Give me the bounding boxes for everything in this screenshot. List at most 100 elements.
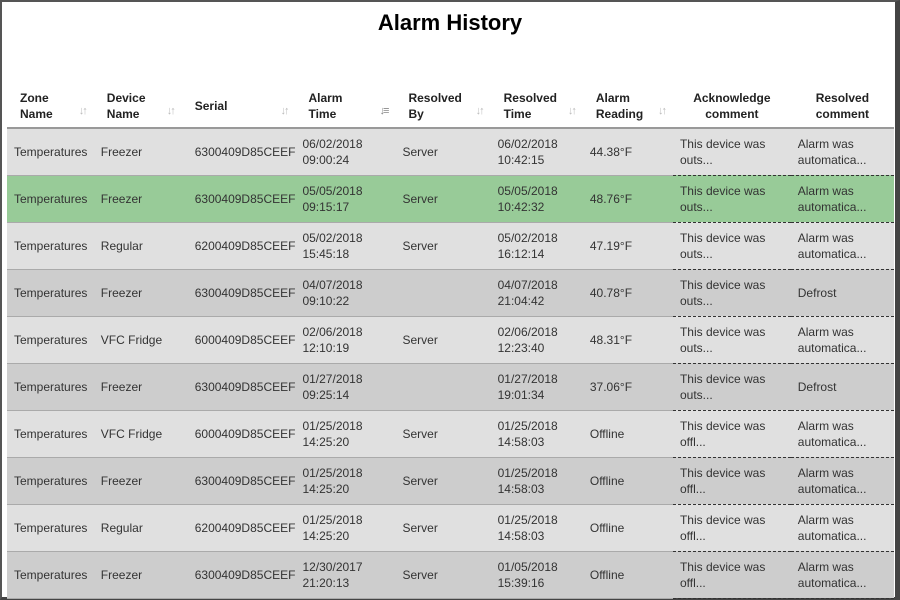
resolved-comment-cell[interactable]: Defrost — [790, 269, 894, 317]
table-row[interactable]: Temperatures Freezer 6300409D85CEEF 01/27/2… — [7, 363, 894, 411]
alarm-history-table: Zone Name ↓↑ Device Name ↓↑ Serial ↓↑ Alarm Time ↓… — [7, 84, 894, 599]
sort-icon[interactable]: ↓↑ — [166, 105, 176, 117]
table-row[interactable]: Temperatures Freezer 6300409D85CEEF 12/30/2… — [7, 551, 894, 599]
resolved-comment-cell[interactable]: Alarm was automatica... — [790, 175, 894, 223]
device-cell: Freezer — [93, 457, 182, 505]
serial-cell: 6200409D85CEEF — [181, 222, 296, 270]
column-header[interactable]: Zone Name ↓↑ — [7, 84, 94, 129]
resolved-time-cell: 01/25/2018 14:58:03 — [490, 457, 583, 505]
zone-cell: Temperatures — [7, 222, 94, 270]
acknowledge-comment-cell[interactable]: This device was outs... — [672, 175, 791, 223]
serial-cell: 6300409D85CEEF — [181, 175, 296, 223]
column-header-label: Serial — [194, 98, 228, 113]
alarm-reading-cell: 48.76°F — [582, 175, 673, 223]
resolved-comment-cell[interactable]: Defrost — [790, 363, 894, 411]
table-row[interactable]: Temperatures Regular 6200409D85CEEF 05/02/2… — [7, 222, 894, 270]
resolved-by-cell: Server — [395, 316, 491, 364]
sort-desc-icon[interactable]: ↓≡ — [379, 105, 390, 117]
resolved-time-cell: 01/25/2018 14:58:03 — [490, 504, 583, 552]
serial-cell: 6000409D85CEEF — [181, 316, 296, 364]
sort-icon[interactable]: ↓↑ — [657, 105, 667, 117]
alarm-reading-cell: Offline — [582, 504, 673, 552]
column-header[interactable]: Serial ↓↑ — [181, 84, 296, 129]
column-header[interactable]: Resolved By ↓↑ — [395, 84, 491, 129]
resolved-by-cell — [395, 269, 491, 317]
serial-cell: 6300409D85CEEF — [181, 551, 296, 599]
serial-cell: 6300409D85CEEF — [181, 457, 296, 505]
sort-icon[interactable]: ↓↑ — [78, 105, 88, 117]
resolved-time-cell: 04/07/2018 21:04:42 — [490, 269, 583, 317]
table-row[interactable]: Temperatures VFC Fridge 6000409D85CEEF 01/2… — [7, 410, 894, 458]
resolved-by-cell: Server — [395, 222, 491, 270]
acknowledge-comment-cell[interactable]: This device was outs... — [672, 363, 791, 411]
resolved-time-cell: 02/06/2018 12:23:40 — [490, 316, 583, 364]
column-header[interactable]: Resolved Time ↓↑ — [490, 84, 583, 129]
serial-cell: 6300409D85CEEF — [181, 128, 296, 176]
resolved-comment-cell[interactable]: Alarm was automatica... — [790, 551, 894, 599]
column-header-label: Alarm Time — [308, 90, 343, 121]
zone-cell: Temperatures — [7, 457, 94, 505]
acknowledge-comment-cell[interactable]: This device was outs... — [672, 128, 791, 176]
zone-cell: Temperatures — [7, 316, 94, 364]
zone-cell: Temperatures — [7, 504, 94, 552]
acknowledge-comment-cell[interactable]: This device was offl... — [672, 410, 791, 458]
device-cell: VFC Fridge — [93, 316, 182, 364]
alarm-reading-cell: 40.78°F — [582, 269, 673, 317]
table-row[interactable]: Temperatures Freezer 6300409D85CEEF 05/05/2… — [7, 175, 894, 223]
table-row[interactable]: Temperatures Freezer 6300409D85CEEF 04/07/2… — [7, 269, 894, 317]
column-header-label: Zone Name — [20, 90, 53, 121]
column-header-label: Device Name — [106, 90, 146, 121]
resolved-comment-cell[interactable]: Alarm was automatica... — [790, 128, 894, 176]
zone-cell: Temperatures — [7, 410, 94, 458]
device-cell: VFC Fridge — [93, 410, 182, 458]
table-row[interactable]: Temperatures Freezer 6300409D85CEEF 01/25/2… — [7, 457, 894, 505]
resolved-by-cell: Server — [395, 551, 491, 599]
alarm-reading-cell: 37.06°F — [582, 363, 673, 411]
device-cell: Freezer — [93, 128, 182, 176]
acknowledge-comment-cell[interactable]: This device was outs... — [672, 269, 791, 317]
serial-cell: 6000409D85CEEF — [181, 410, 296, 458]
acknowledge-comment-cell[interactable]: This device was outs... — [672, 222, 791, 270]
sort-icon[interactable]: ↓↑ — [280, 105, 289, 117]
resolved-time-cell: 05/05/2018 10:42:32 — [490, 175, 583, 223]
alarm-time-cell: 05/02/2018 15:45:18 — [295, 222, 396, 270]
acknowledge-comment-cell[interactable]: This device was offl... — [672, 457, 791, 505]
device-cell: Freezer — [93, 551, 182, 599]
resolved-by-cell — [395, 363, 491, 411]
alarm-time-cell: 06/02/2018 09:00:24 — [295, 128, 396, 176]
table-row[interactable]: Temperatures Freezer 6300409D85CEEF 06/02/2… — [7, 128, 894, 176]
sort-icon[interactable]: ↓↑ — [475, 105, 485, 117]
acknowledge-comment-cell[interactable]: This device was offl... — [672, 551, 791, 599]
acknowledge-comment-cell[interactable]: This device was offl... — [672, 504, 791, 552]
resolved-time-cell: 05/02/2018 16:12:14 — [490, 222, 583, 270]
resolved-comment-cell[interactable]: Alarm was automatica... — [790, 457, 894, 505]
resolved-by-cell: Server — [395, 457, 491, 505]
column-header[interactable]: Device Name ↓↑ — [93, 84, 182, 129]
column-header-label: Alarm Reading — [595, 90, 644, 121]
column-header: Resolved comment — [790, 84, 894, 129]
resolved-comment-cell[interactable]: Alarm was automatica... — [790, 316, 894, 364]
sort-icon[interactable]: ↓↑ — [567, 105, 577, 117]
column-header-label: Resolved comment — [815, 90, 870, 121]
alarm-reading-cell: Offline — [582, 551, 673, 599]
acknowledge-comment-cell[interactable]: This device was outs... — [672, 316, 791, 364]
alarm-time-cell: 01/25/2018 14:25:20 — [295, 457, 396, 505]
table-row[interactable]: Temperatures VFC Fridge 6000409D85CEEF 02/0… — [7, 316, 894, 364]
alarm-reading-cell: Offline — [582, 457, 673, 505]
alarm-reading-cell: 47.19°F — [582, 222, 673, 270]
zone-cell: Temperatures — [7, 363, 94, 411]
resolved-comment-cell[interactable]: Alarm was automatica... — [790, 504, 894, 552]
alarm-reading-cell: 48.31°F — [582, 316, 673, 364]
resolved-comment-cell[interactable]: Alarm was automatica... — [790, 222, 894, 270]
column-header[interactable]: Alarm Time ↓≡ — [295, 84, 396, 129]
zone-cell: Temperatures — [7, 128, 94, 176]
resolved-time-cell: 01/27/2018 19:01:34 — [490, 363, 583, 411]
table-row[interactable]: Temperatures Regular 6200409D85CEEF 01/25/2… — [7, 504, 894, 552]
resolved-comment-cell[interactable]: Alarm was automatica... — [790, 410, 894, 458]
zone-cell: Temperatures — [7, 551, 94, 599]
column-header[interactable]: Alarm Reading ↓↑ — [582, 84, 673, 129]
device-cell: Regular — [93, 222, 182, 270]
serial-cell: 6300409D85CEEF — [181, 269, 296, 317]
alarm-reading-cell: Offline — [582, 410, 673, 458]
